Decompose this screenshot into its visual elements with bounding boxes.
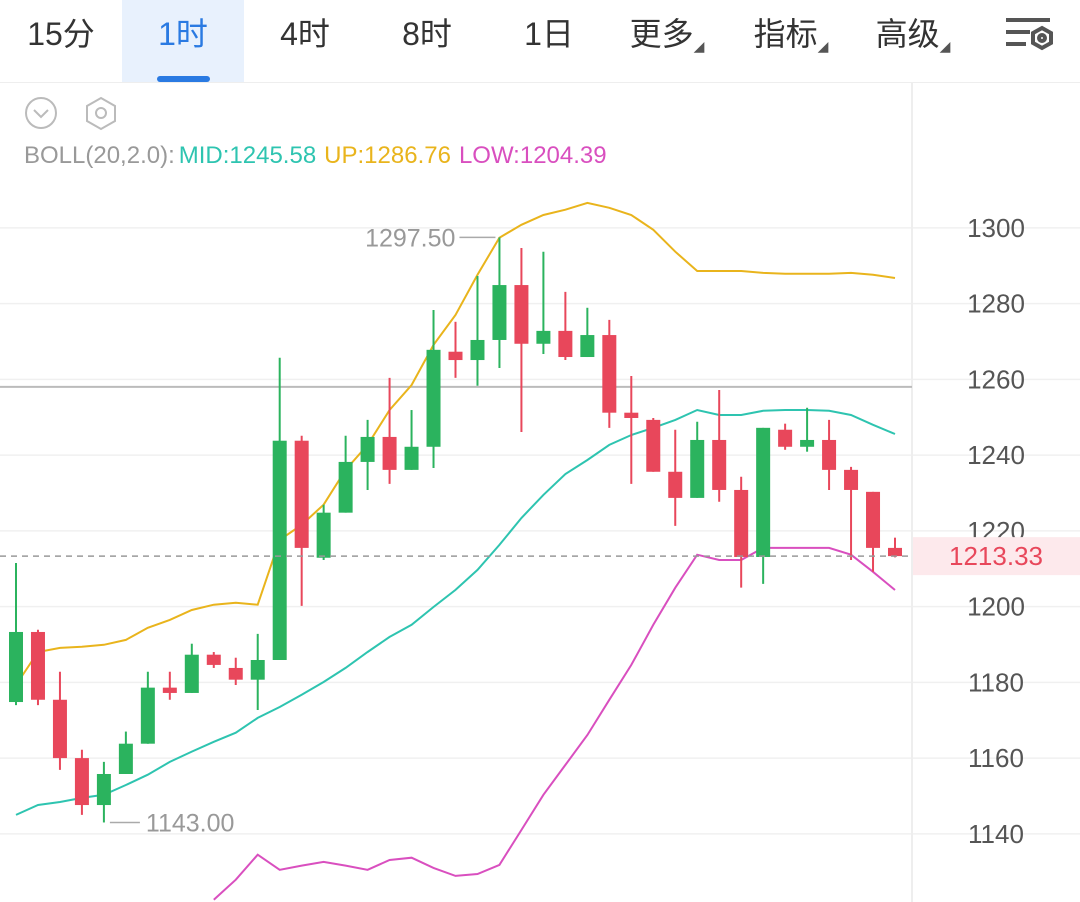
candle-body: [514, 285, 529, 344]
candle-body: [866, 491, 881, 548]
candle-body: [800, 439, 815, 447]
tab[interactable]: 1时: [158, 16, 208, 52]
tab[interactable]: 高级◢: [875, 16, 951, 54]
candle-body: [272, 440, 287, 660]
boll-line: [15, 201, 896, 686]
dropdown-caret: ◢: [693, 38, 705, 54]
candle-body: [734, 489, 749, 557]
candle-body: [52, 699, 67, 759]
tab[interactable]: 8时: [402, 16, 452, 52]
candle-body: [360, 436, 375, 462]
legend-entry: LOW:1204.39: [458, 142, 607, 169]
candle-body: [74, 758, 89, 806]
dropdown-caret: ◢: [817, 38, 829, 54]
y-tick-label: 1200: [967, 592, 1025, 622]
candle-body: [338, 461, 353, 513]
candle-body: [404, 446, 419, 470]
y-tick-label: 1140: [968, 819, 1024, 849]
candle-body: [756, 427, 771, 557]
candle-body: [646, 419, 661, 472]
tab[interactable]: 15分: [27, 16, 95, 52]
candle-body: [448, 351, 463, 361]
active-tab-bg: [122, 0, 244, 82]
y-tick-label: 1160: [968, 743, 1024, 773]
candle-body: [250, 659, 265, 680]
tab[interactable]: 1日: [524, 16, 574, 52]
candle-body: [602, 335, 617, 413]
candle-body: [382, 436, 397, 470]
boll-line: [15, 408, 896, 816]
indicator-label: BOLL(20,2.0):: [24, 142, 175, 169]
candle-body: [426, 349, 441, 447]
last-price-label: 1213.33: [949, 541, 1043, 571]
candle-body: [30, 631, 45, 700]
candle-body: [228, 667, 243, 680]
candle-body: [536, 330, 551, 344]
candle-body: [294, 440, 309, 548]
y-tick-label: 1240: [967, 440, 1025, 470]
candle-body: [668, 471, 683, 498]
candle-body: [96, 773, 111, 806]
extreme-label: 1143.00: [146, 809, 235, 837]
candle-body: [844, 469, 859, 490]
candle-body: [580, 335, 595, 358]
tab[interactable]: 更多◢: [629, 16, 705, 54]
candle-body: [206, 654, 221, 665]
tab[interactable]: 4时: [280, 16, 330, 52]
candle-body: [624, 412, 639, 418]
y-tick-label: 1260: [967, 364, 1025, 394]
candle-body: [118, 743, 133, 774]
candle-body: [162, 687, 177, 693]
tab[interactable]: 指标◢: [753, 16, 829, 54]
candle-body: [316, 512, 331, 558]
candle-body: [822, 439, 837, 470]
candle-body: [184, 654, 199, 693]
y-tick-label: 1300: [967, 213, 1025, 243]
candle-body: [140, 687, 155, 744]
divider: [0, 82, 1080, 83]
extreme-label: 1297.50: [365, 224, 455, 252]
active-tab-indicator: [157, 76, 210, 82]
candle-body: [492, 285, 507, 340]
indicator-legend: BOLL(20,2.0): MID:1245.58 UP:1286.76 LOW:12…: [24, 142, 607, 170]
candle-body: [712, 439, 727, 490]
candle-body: [470, 339, 485, 361]
boll-line: [213, 546, 896, 901]
settings-icon[interactable]: [1004, 14, 1056, 54]
y-tick-label: 1280: [967, 289, 1025, 319]
legend-entry: UP:1286.76: [324, 142, 451, 169]
candle-body: [558, 330, 573, 358]
toolbar-icons[interactable]: [24, 96, 124, 132]
candle-body: [9, 631, 23, 703]
candle-body: [778, 429, 793, 447]
last-price-badge: [913, 537, 1080, 576]
candle-body: [690, 439, 705, 498]
candle-body: [888, 547, 902, 557]
dropdown-caret: ◢: [939, 38, 951, 54]
legend-entry: MID:1245.58: [178, 142, 317, 169]
y-tick-label: 1180: [968, 667, 1024, 697]
